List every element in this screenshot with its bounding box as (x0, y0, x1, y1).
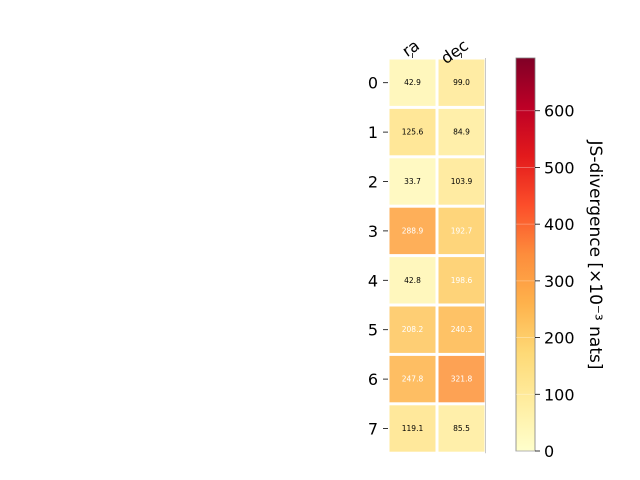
row-tick-label: 1 (368, 123, 378, 142)
cell-value-label: 42.9 (404, 78, 421, 87)
heatmap-cell (438, 158, 485, 205)
heatmap-cell (389, 306, 436, 353)
cell-value-label: 33.7 (404, 177, 421, 186)
colorbar-tick-label: 200 (544, 329, 575, 348)
heatmap-cell (389, 405, 436, 452)
heatmap-cell (438, 207, 485, 255)
cell-value-label: 103.9 (451, 177, 473, 186)
heatmap-cell (438, 108, 485, 156)
heatmap-cell (389, 158, 436, 205)
row-tick-label: 7 (368, 420, 378, 439)
cell-value-label: 84.9 (453, 128, 470, 137)
cell-value-label: 125.6 (402, 128, 424, 137)
cell-value-label: 192.7 (451, 226, 473, 235)
heatmap-cell (438, 59, 485, 106)
heatmap-cells: 42.9 99.0 125.6 84.9 33.7 103.9 288.9 192.7 42.8… (389, 58, 486, 454)
cell-value-label: 321.8 (451, 375, 473, 384)
heatmap-cell (389, 59, 436, 106)
cell-value-label: 240.3 (451, 325, 473, 334)
heatmap-cell (438, 257, 485, 304)
heatmap-cell (389, 108, 436, 156)
row-tick-label: 6 (368, 370, 378, 389)
heatmap-cell (438, 306, 485, 353)
colorbar-gradient (515, 57, 536, 452)
cell-value-label: 85.5 (453, 424, 470, 433)
cell-value-label: 247.8 (402, 375, 424, 384)
cell-value-label: 99.0 (453, 78, 470, 87)
cell-value-label: 288.9 (402, 226, 424, 235)
colorbar-label: JS-divergence [×10⁻³ nats] (585, 140, 605, 370)
row-tick-label: 4 (368, 271, 378, 290)
heatmap-cell (389, 207, 436, 255)
row-tick-labels: 0 1 2 3 4 5 6 7 (368, 74, 388, 439)
colorbar-tick-label: 500 (544, 158, 575, 177)
heatmap-cell (389, 257, 436, 304)
colorbar-tick-label: 600 (544, 102, 575, 121)
heatmap-cell (438, 405, 485, 452)
cell-value-label: 208.2 (402, 325, 424, 334)
cell-value-label: 198.6 (451, 276, 473, 285)
column-tick-label: ra (398, 36, 422, 61)
heatmap-cell (438, 355, 485, 403)
colorbar: 0 100 200 300 400 500 600 JS-divergence [×10⁻³… (515, 57, 605, 461)
heatmap-cell (389, 355, 436, 403)
cell-value-label: 42.8 (404, 276, 421, 285)
colorbar-tick-label: 0 (544, 442, 554, 461)
colorbar-tick-label: 400 (544, 215, 575, 234)
row-tick-label: 0 (368, 74, 378, 93)
colorbar-tick-label: 300 (544, 272, 575, 291)
row-tick-label: 3 (368, 222, 378, 241)
colorbar-ticks: 0 100 200 300 400 500 600 (516, 102, 575, 461)
colorbar-tick-label: 100 (544, 385, 575, 404)
row-tick-label: 5 (368, 321, 378, 340)
row-tick-label: 2 (368, 173, 378, 192)
cell-value-label: 119.1 (402, 424, 424, 433)
